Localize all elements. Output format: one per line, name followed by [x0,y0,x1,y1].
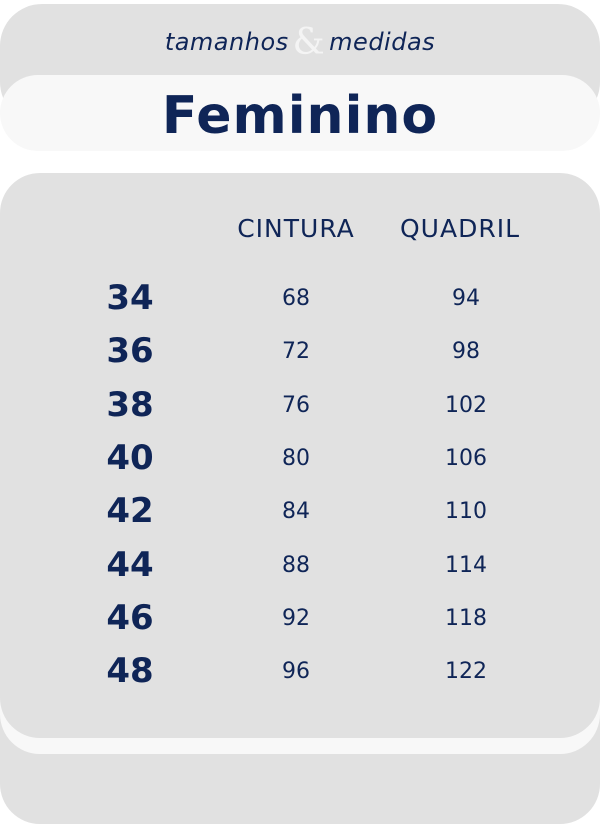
quadril-cell: 110 [445,499,487,525]
table-row: 34 68 94 [0,278,600,318]
size-cell: 40 [106,437,154,478]
cintura-cell: 88 [282,552,310,578]
quadril-cell: 114 [445,552,487,578]
title-band [0,75,600,151]
size-cell: 44 [106,544,154,585]
size-cell: 46 [106,597,154,638]
size-cell: 42 [106,491,154,532]
table-row: 36 72 98 [0,331,600,371]
cintura-cell: 92 [282,605,310,631]
column-header-cintura: CINTURA [237,214,355,243]
table-row: 48 96 122 [0,651,600,691]
quadril-cell: 122 [445,659,487,685]
cintura-cell: 80 [282,445,310,471]
page-title: Feminino [161,86,439,146]
quadril-cell: 106 [445,445,487,471]
size-table [0,173,600,738]
table-row: 44 88 114 [0,545,600,585]
table-row: 46 92 118 [0,598,600,638]
size-cell: 48 [106,651,154,692]
subtitle-left: tamanhos [164,28,289,56]
cintura-cell: 96 [282,659,310,685]
subtitle-right: medidas [329,28,436,56]
size-cell: 34 [106,278,154,318]
table-row: 40 80 106 [0,438,600,478]
cintura-cell: 68 [282,286,310,311]
size-cell: 38 [106,384,154,425]
quadril-cell: 94 [452,286,480,311]
quadril-cell: 102 [445,392,487,418]
subtitle: tamanhos & medidas [0,22,600,63]
quadril-cell: 118 [445,605,487,631]
cintura-cell: 76 [282,392,310,418]
column-header-quadril: QUADRIL [399,214,521,243]
table-row: 38 76 102 [0,385,600,425]
cintura-cell: 84 [282,499,310,525]
table-row: 42 84 110 [0,491,600,531]
quadril-cell: 98 [452,339,480,365]
cintura-cell: 72 [282,339,310,365]
ampersand: & [292,22,326,63]
size-cell: 36 [106,331,154,372]
